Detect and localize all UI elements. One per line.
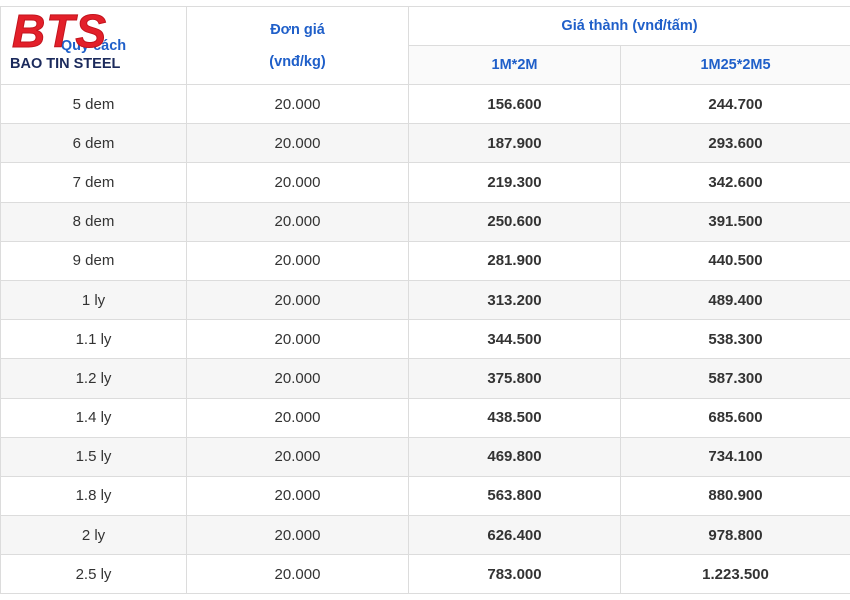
unit-price-cell: 20.000	[186, 123, 409, 164]
price-cell: 469.800	[408, 436, 621, 477]
cost-header: Giá thành (vnđ/tấm)	[408, 6, 850, 46]
price-cell: 250.600	[408, 201, 621, 242]
logo: BTS BAO TIN STEEL	[10, 5, 130, 74]
price-cell: 587.300	[620, 358, 850, 399]
spec-cell: 1.8 ly	[0, 475, 187, 517]
price-cell: 342.600	[620, 162, 850, 203]
table-row: 6 dem 20.000 187.900 293.600	[0, 123, 850, 164]
unit-price-cell: 20.000	[186, 319, 409, 360]
price-cell: 563.800	[408, 475, 621, 517]
unit-price-cell: 20.000	[186, 475, 409, 517]
table-row: 1.2 ly 20.000 375.800 587.300	[0, 358, 850, 399]
spec-cell: 1.1 ly	[0, 319, 187, 360]
unit-price-cell: 20.000	[186, 201, 409, 242]
spec-cell: 7 dem	[0, 162, 187, 203]
price-cell: 1.223.500	[620, 554, 850, 595]
unit-price-cell: 20.000	[186, 162, 409, 203]
table-row: 7 dem 20.000 219.300 342.600	[0, 162, 850, 203]
logo-mark: BTS	[12, 5, 107, 58]
table-row: 9 dem 20.000 281.900 440.500	[0, 240, 850, 281]
price-cell: 244.700	[620, 83, 850, 125]
unit-price-cell: 20.000	[186, 279, 409, 321]
table-row: 2 ly 20.000 626.400 978.800	[0, 515, 850, 556]
spec-cell: 1.2 ly	[0, 358, 187, 399]
spec-cell: 1.4 ly	[0, 397, 187, 438]
price-cell: 391.500	[620, 201, 850, 242]
price-cell: 156.600	[408, 83, 621, 125]
unit-price-unit: (vnđ/kg)	[269, 53, 326, 70]
size-header: 1M*2M	[408, 45, 621, 85]
price-cell: 344.500	[408, 319, 621, 360]
table-row: 1.4 ly 20.000 438.500 685.600	[0, 397, 850, 438]
logo-name: BAO TIN STEEL	[10, 56, 121, 72]
unit-price-cell: 20.000	[186, 554, 409, 595]
price-cell: 783.000	[408, 554, 621, 595]
price-cell: 538.300	[620, 319, 850, 360]
table-row: 5 dem 20.000 156.600 244.700	[0, 83, 850, 125]
price-cell: 685.600	[620, 397, 850, 438]
unit-price-cell: 20.000	[186, 397, 409, 438]
unit-price-header: Đơn giá (vnđ/kg)	[186, 6, 409, 85]
price-cell: 281.900	[408, 240, 621, 281]
price-cell: 313.200	[408, 279, 621, 321]
unit-price-label: Đơn giá	[270, 21, 325, 38]
table-row: 1 ly 20.000 313.200 489.400	[0, 279, 850, 321]
price-cell: 293.600	[620, 123, 850, 164]
size-header: 1M25*2M5	[620, 45, 850, 85]
spec-cell: 2 ly	[0, 515, 187, 556]
table-row: 1.8 ly 20.000 563.800 880.900	[0, 475, 850, 517]
unit-price-cell: 20.000	[186, 83, 409, 125]
price-cell: 626.400	[408, 515, 621, 556]
unit-price-cell: 20.000	[186, 240, 409, 281]
unit-price-cell: 20.000	[186, 358, 409, 399]
spec-cell: 5 dem	[0, 83, 187, 125]
spec-cell: 1 ly	[0, 279, 187, 321]
price-cell: 978.800	[620, 515, 850, 556]
spec-cell: 8 dem	[0, 201, 187, 242]
spec-header: Quy cách	[0, 6, 187, 85]
price-cell: 438.500	[408, 397, 621, 438]
spec-cell: 6 dem	[0, 123, 187, 164]
price-cell: 440.500	[620, 240, 850, 281]
price-cell: 734.100	[620, 436, 850, 477]
unit-price-cell: 20.000	[186, 515, 409, 556]
price-cell: 880.900	[620, 475, 850, 517]
price-cell: 489.400	[620, 279, 850, 321]
price-table: Quy cách Đơn giá (vnđ/kg) Giá thành (vnđ/…	[0, 6, 850, 595]
price-cell: 187.900	[408, 123, 621, 164]
table-row: 1.1 ly 20.000 344.500 538.300	[0, 319, 850, 360]
table-row: 1.5 ly 20.000 469.800 734.100	[0, 436, 850, 477]
spec-cell: 1.5 ly	[0, 436, 187, 477]
unit-price-cell: 20.000	[186, 436, 409, 477]
price-cell: 219.300	[408, 162, 621, 203]
spec-cell: 2.5 ly	[0, 554, 187, 595]
table-row: 8 dem 20.000 250.600 391.500	[0, 201, 850, 242]
spec-cell: 9 dem	[0, 240, 187, 281]
price-cell: 375.800	[408, 358, 621, 399]
table-row: 2.5 ly 20.000 783.000 1.223.500	[0, 554, 850, 595]
table-body: 5 dem 20.000 156.600 244.700 6 dem 20.000 187.…	[0, 83, 850, 595]
